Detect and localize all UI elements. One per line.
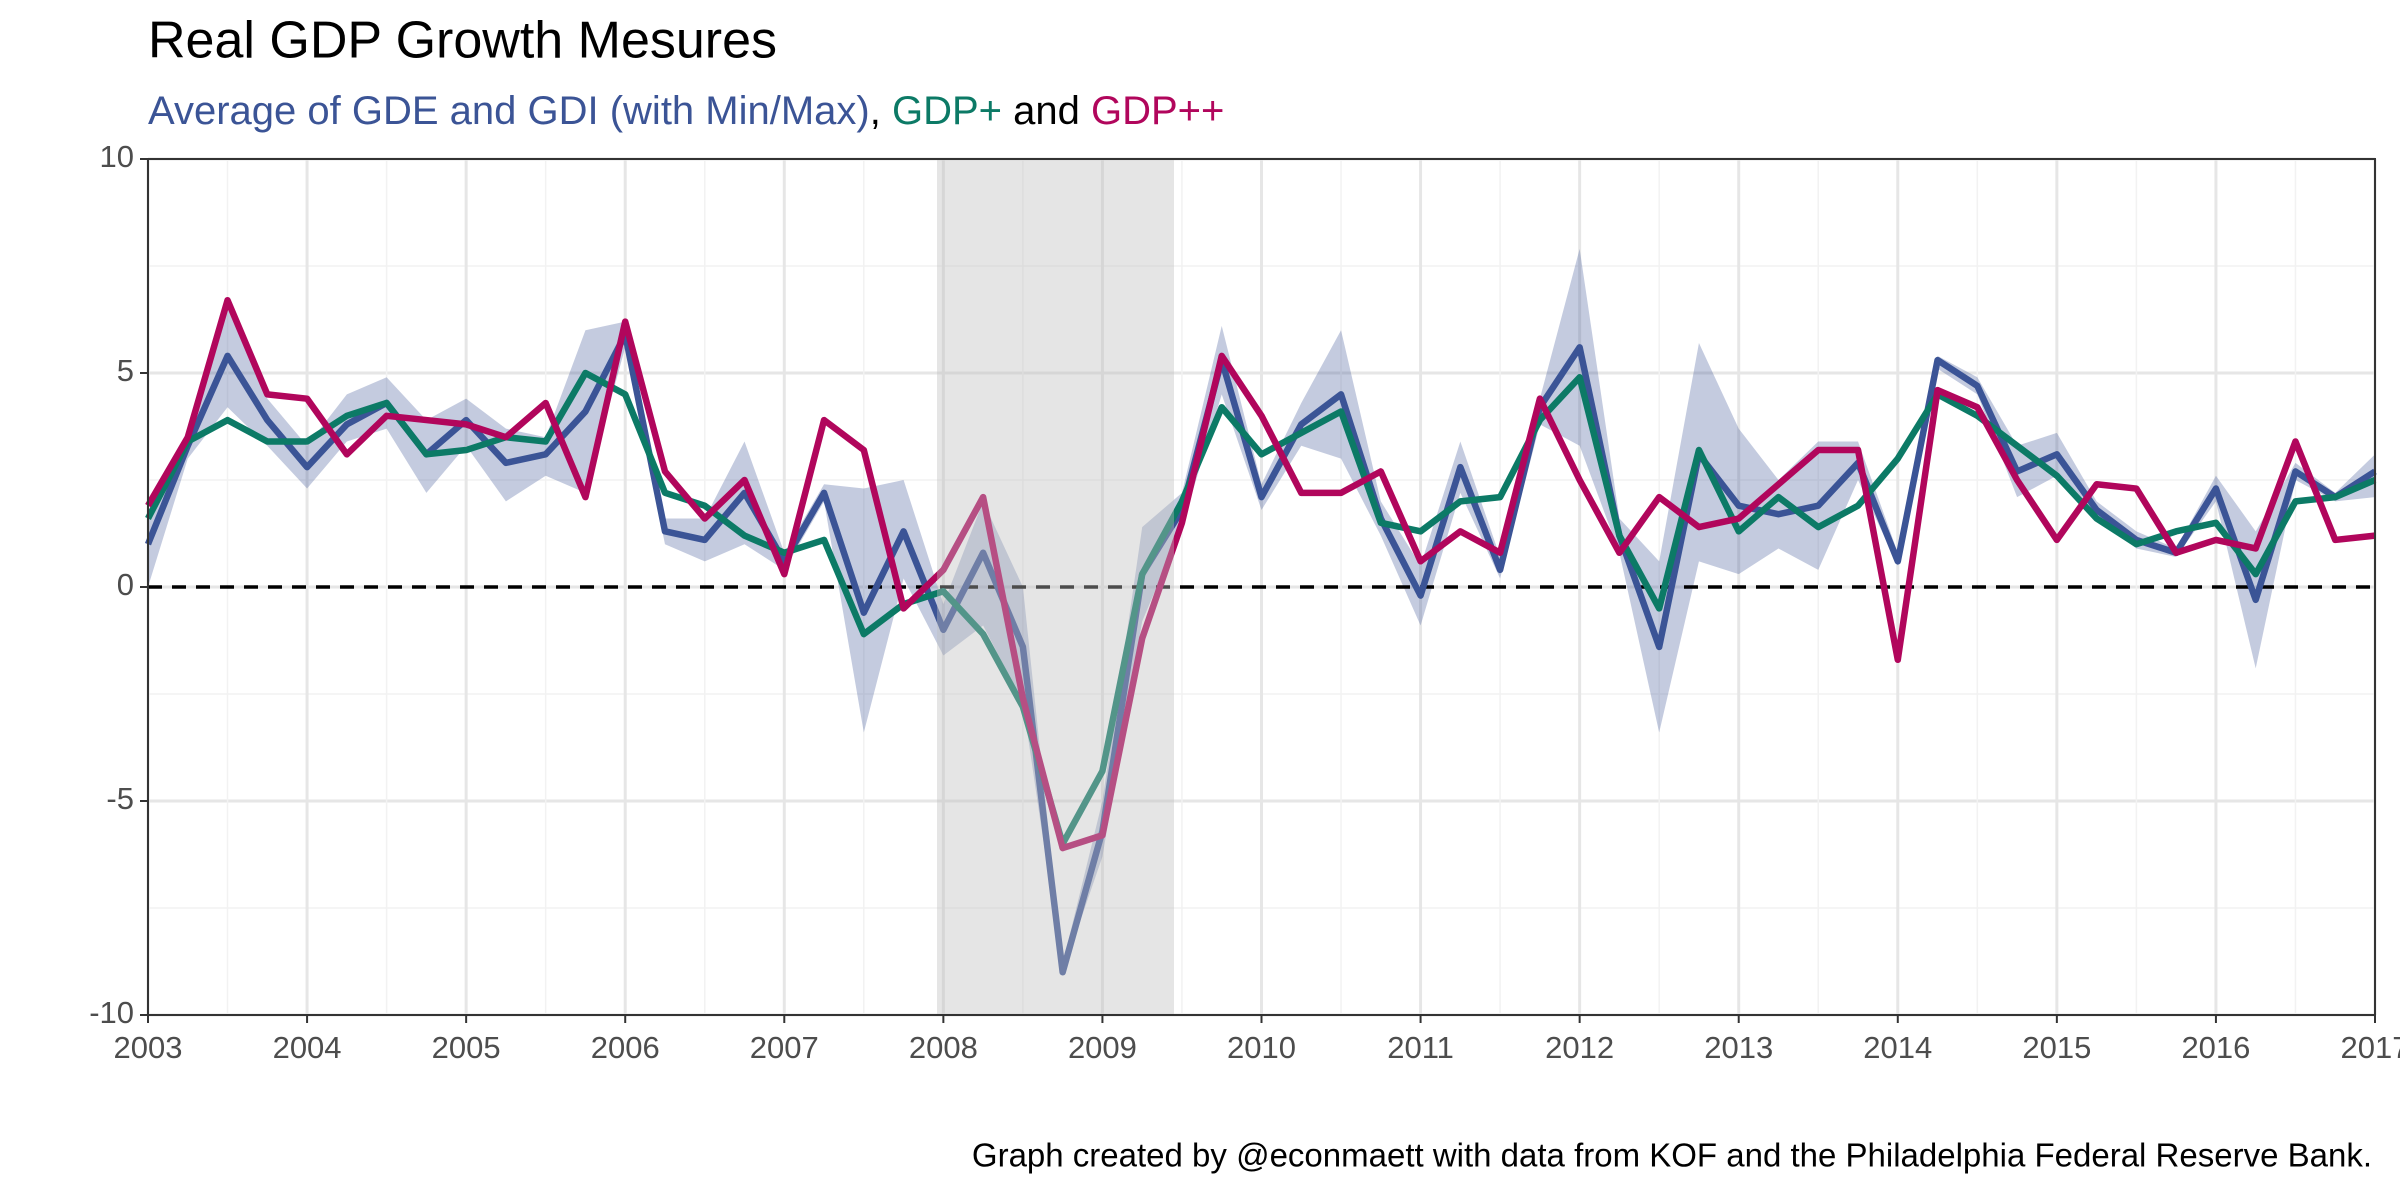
chart-title: Real GDP Growth Mesures	[148, 12, 777, 70]
subtitle-join: ,	[870, 89, 892, 133]
series-line	[145, 296, 2376, 852]
x-tick-label: 2008	[909, 1030, 978, 1065]
chart-subtitle: Average of GDE and GDI (with Min/Max), G…	[148, 89, 1224, 133]
subtitle-series: GDP+	[892, 89, 1002, 133]
recession-shade	[936, 159, 1175, 1015]
subtitle-series: GDP++	[1091, 89, 1224, 133]
subtitle-series: Average of GDE and GDI (with Min/Max)	[148, 89, 870, 133]
x-tick-label: 2012	[1545, 1030, 1614, 1065]
x-tick-label: 2015	[2022, 1030, 2091, 1065]
x-tick-label: 2010	[1227, 1030, 1296, 1065]
x-tick-label: 2004	[273, 1030, 342, 1065]
x-tick-label: 2007	[750, 1030, 819, 1065]
y-tick-label: 0	[117, 567, 134, 602]
series-line	[145, 369, 2377, 848]
x-tick-label: 2003	[114, 1030, 183, 1065]
subtitle-join: and	[1002, 89, 1091, 133]
y-tick-label: 5	[117, 353, 134, 388]
x-tick-label: 2014	[1863, 1030, 1932, 1065]
x-tick-label: 2009	[1068, 1030, 1137, 1065]
x-tick-label: 2006	[591, 1030, 660, 1065]
caption: Graph created by @econmaett with data fr…	[972, 1137, 2372, 1174]
y-tick-label: -5	[106, 781, 134, 816]
x-tick-label: 2005	[432, 1030, 501, 1065]
x-tick-label: 2013	[1704, 1030, 1773, 1065]
series-line	[144, 331, 2377, 976]
x-tick-label: 2011	[1387, 1030, 1454, 1065]
x-tick-label: 2016	[2181, 1030, 2250, 1065]
y-tick-label: 10	[100, 139, 134, 174]
y-tick-label: -10	[89, 995, 134, 1030]
x-tick-label: 2017	[2341, 1030, 2400, 1065]
